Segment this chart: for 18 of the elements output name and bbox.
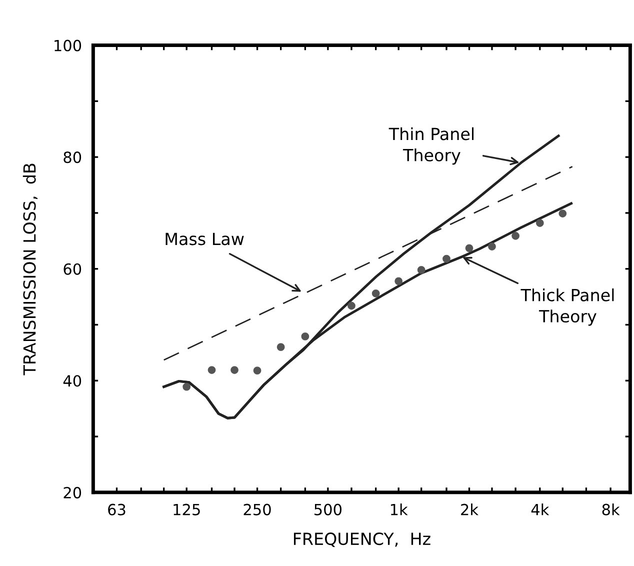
y-tick-label: 80 — [64, 152, 82, 164]
x-tick-label: 250 — [244, 504, 271, 516]
x-tick-label: 4k — [531, 504, 550, 516]
y-tick-label: 100 — [54, 40, 82, 52]
y-tick-label: 20 — [64, 486, 82, 498]
x-tick-label: 8k — [602, 504, 620, 516]
y-axis-title: TRANSMISSION LOSS, dB — [22, 164, 38, 376]
x-tick-label: 63 — [108, 504, 126, 516]
x-tick-label: 2k — [461, 504, 478, 516]
y-tick-label: 60 — [64, 263, 82, 275]
x-tick-label: 125 — [174, 504, 200, 516]
y-tick-label: 40 — [63, 375, 82, 387]
x-axis-title: FREQUENCY, Hz — [294, 532, 430, 548]
x-tick-label: 1k — [390, 504, 408, 516]
x-tick-label: 500 — [314, 504, 342, 516]
annotation: Mass Law — [166, 232, 244, 246]
annotation: Thin Panel Theory — [388, 127, 474, 165]
annotation: Thick Panel Theory — [520, 288, 614, 326]
